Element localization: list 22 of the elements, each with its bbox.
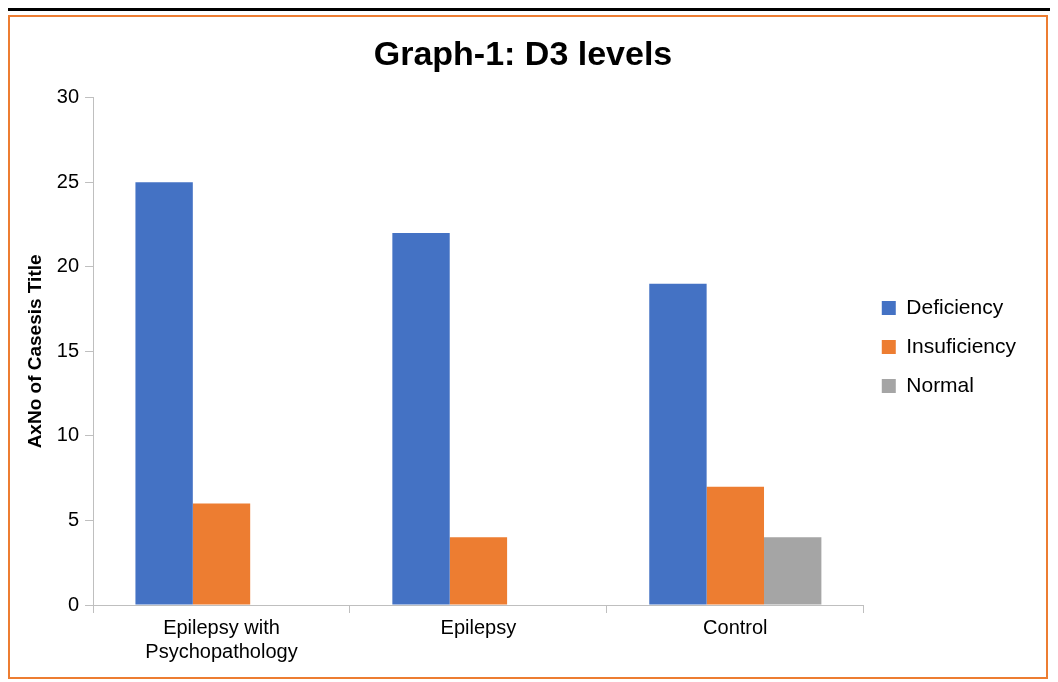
legend-label: Deficiency	[906, 294, 1004, 318]
y-tick-label: 10	[56, 423, 80, 446]
y-tick-label: 20	[56, 254, 80, 277]
y-axis-title: AxNo of Casesis Title	[23, 254, 45, 449]
x-tick-label: Epilepsy	[440, 615, 517, 638]
bar	[192, 503, 251, 605]
y-tick-label: 15	[56, 338, 80, 361]
y-tick-label: 0	[67, 592, 80, 615]
y-tick-label: 30	[56, 85, 80, 108]
x-tick-label: Epilepsy with Psychopathology	[145, 615, 298, 662]
bar	[649, 283, 707, 605]
x-tick-label: Control	[703, 615, 768, 638]
bar	[135, 182, 193, 605]
bar	[392, 233, 450, 605]
bar	[706, 486, 765, 605]
y-tick-label: 25	[56, 169, 80, 192]
legend-label: Normal	[906, 372, 974, 396]
y-tick-label: 5	[67, 507, 80, 530]
legend-label: Insuficiency	[906, 333, 1017, 357]
bar	[449, 537, 508, 605]
chart-title: Graph-1: D3 levels	[373, 33, 673, 72]
bar	[764, 537, 822, 605]
